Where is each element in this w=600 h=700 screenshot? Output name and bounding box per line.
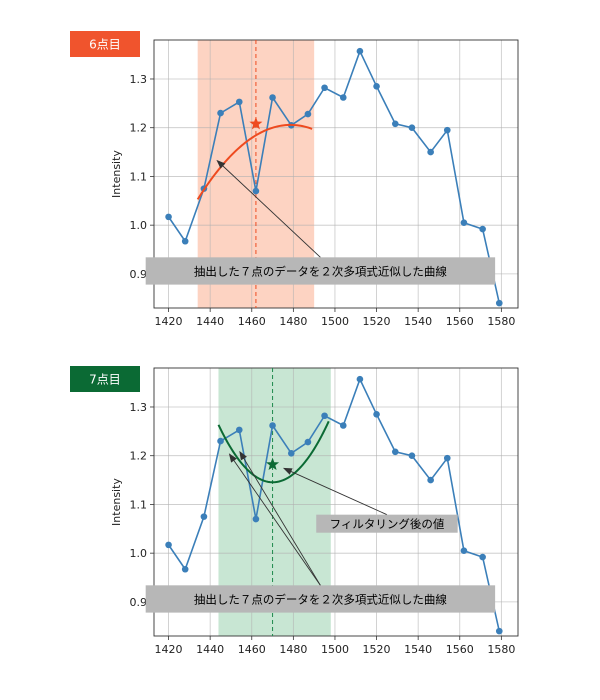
y-tick-label: 1.2 [130, 122, 148, 135]
data-point [443, 454, 451, 462]
data-point [287, 449, 295, 457]
chart-panel-6: 6点目 1420 1440 1460 1480 1500 1520 1540 1560 1580 0… [70, 31, 519, 328]
plot-frame [153, 39, 519, 309]
annotation-arrow-line [217, 160, 321, 258]
data-point [339, 94, 347, 101]
filtered-value-marker [249, 116, 263, 130]
data-point [165, 541, 172, 549]
annotation-arrow-line [284, 468, 388, 516]
x-tick-label: 1420 [155, 315, 183, 328]
x-tick-label: 1520 [363, 643, 391, 656]
intensity-series-line [167, 377, 501, 632]
data-point [321, 412, 328, 420]
annotation-text: フィルタリング後の値 [330, 517, 445, 531]
x-tick-label: 1440 [196, 315, 224, 328]
x-tick-label: 1460 [238, 643, 266, 656]
data-point [217, 109, 224, 117]
data-point [356, 375, 364, 383]
x-tick-label: 1500 [321, 643, 349, 656]
annotation-arrow-head [228, 453, 237, 463]
data-point [460, 547, 468, 555]
data-point [200, 513, 208, 520]
annotation-arrow-head [216, 159, 226, 169]
data-point [252, 515, 260, 523]
annotation-box [316, 514, 458, 533]
intensity-series-line [167, 49, 501, 304]
x-tick-label: 1540 [404, 643, 432, 656]
data-point [427, 148, 434, 156]
x-tick-label: 1480 [279, 315, 307, 328]
y-tick-label: 1.3 [130, 73, 148, 86]
data-point [495, 627, 503, 635]
x-tick-label: 1420 [155, 643, 183, 656]
x-tick-label: 1540 [404, 315, 432, 328]
data-point [373, 410, 380, 418]
plot-frame [153, 367, 519, 637]
annotation-arrow-head [239, 450, 247, 461]
y-tick-label: 1.0 [130, 547, 148, 560]
x-tick-label: 1500 [321, 315, 349, 328]
data-point [495, 299, 503, 307]
point-badge [70, 366, 140, 392]
point-badge [70, 31, 140, 57]
data-point [165, 213, 172, 221]
x-tick-label: 1520 [363, 315, 391, 328]
y-tick-label: 1.1 [130, 498, 148, 511]
data-point [479, 225, 486, 233]
x-tick-label: 1480 [279, 643, 307, 656]
y-tick-label: 0.9 [130, 596, 148, 609]
y-tick-label: 1.2 [130, 450, 148, 463]
data-point [408, 124, 416, 132]
data-point [304, 438, 312, 446]
data-point [181, 565, 189, 573]
data-point [304, 110, 312, 118]
annotation-arrow-head [282, 467, 293, 475]
annotation-text: 抽出した７点のデータを２次多項式近似した曲線 [194, 592, 447, 606]
point-badge-label: 6点目 [89, 38, 121, 52]
data-point [321, 84, 328, 92]
quadratic-fit-curve [196, 123, 313, 200]
data-point [479, 553, 486, 561]
quadratic-fit-curve [217, 420, 330, 484]
data-point [408, 452, 416, 460]
data-point [373, 82, 380, 90]
x-tick-label: 1580 [487, 643, 515, 656]
data-point [427, 476, 434, 484]
chart-panel-7: 7点目 1420 1440 1460 1480 1500 1520 1540 1560 1580 0… [70, 366, 519, 656]
x-tick-label: 1460 [238, 315, 266, 328]
annotation-arrow-line [229, 454, 321, 586]
x-tick-label: 1580 [487, 315, 515, 328]
y-tick-label: 1.1 [130, 170, 148, 183]
annotation-box [145, 257, 496, 285]
point-badge-label: 7点目 [89, 373, 121, 387]
annotation-arrow-line [239, 452, 321, 586]
data-point [460, 219, 468, 227]
data-point [217, 437, 224, 445]
x-tick-label: 1560 [446, 315, 474, 328]
data-point [235, 98, 243, 106]
data-point [391, 448, 399, 456]
data-point [235, 426, 243, 434]
x-tick-label: 1560 [446, 643, 474, 656]
y-axis-label: Intensity [110, 478, 123, 526]
x-tick-label: 1440 [196, 643, 224, 656]
annotation-text: 抽出した７点のデータを２次多項式近似した曲線 [194, 264, 447, 278]
y-tick-label: 1.0 [130, 219, 148, 232]
data-point [269, 94, 276, 101]
y-tick-label: 1.3 [130, 401, 148, 414]
filtered-value-marker [266, 457, 280, 471]
data-point [181, 237, 189, 245]
data-point [391, 120, 399, 128]
data-point [356, 47, 364, 55]
data-point [269, 422, 276, 429]
y-axis-label: Intensity [110, 150, 123, 198]
annotation-box [145, 585, 496, 613]
y-tick-label: 0.9 [130, 268, 148, 281]
data-point [339, 422, 347, 429]
data-point [443, 126, 451, 134]
data-point [252, 187, 260, 195]
